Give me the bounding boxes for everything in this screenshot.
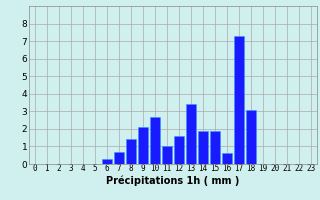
Bar <box>186 104 196 164</box>
Bar <box>198 131 208 164</box>
Bar <box>102 159 112 164</box>
Bar <box>150 117 160 164</box>
Bar <box>210 131 220 164</box>
Bar <box>162 146 172 164</box>
Bar <box>126 139 136 164</box>
Bar <box>174 136 184 164</box>
Bar <box>222 153 232 164</box>
Bar <box>138 127 148 164</box>
X-axis label: Précipitations 1h ( mm ): Précipitations 1h ( mm ) <box>106 176 239 186</box>
Bar <box>246 110 256 164</box>
Bar <box>234 36 244 164</box>
Bar <box>114 152 124 164</box>
